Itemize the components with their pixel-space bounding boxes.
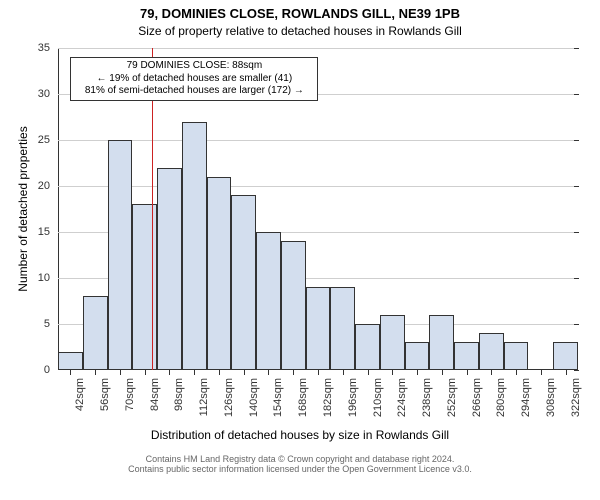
x-tick-label: 168sqm bbox=[297, 378, 309, 417]
plot-area: 0510152025303542sqm56sqm70sqm84sqm98sqm1… bbox=[58, 48, 578, 370]
x-tick-mark bbox=[392, 370, 393, 375]
histogram-bar bbox=[132, 204, 157, 370]
y-tick-mark bbox=[574, 140, 579, 141]
x-tick-label: 126sqm bbox=[223, 378, 235, 417]
x-tick-label: 238sqm bbox=[421, 378, 433, 417]
histogram-bar bbox=[182, 122, 207, 370]
x-tick-label: 154sqm bbox=[272, 378, 284, 417]
x-tick-mark bbox=[145, 370, 146, 375]
histogram-bar bbox=[553, 342, 578, 370]
histogram-bar bbox=[83, 296, 108, 370]
gridline-h bbox=[58, 48, 578, 49]
x-tick-label: 196sqm bbox=[347, 378, 359, 417]
x-tick-label: 308sqm bbox=[545, 378, 557, 417]
histogram-bar bbox=[281, 241, 306, 370]
y-tick-label: 25 bbox=[38, 134, 58, 146]
x-tick-label: 98sqm bbox=[173, 378, 185, 411]
histogram-bar bbox=[256, 232, 281, 370]
y-tick-label: 10 bbox=[38, 272, 58, 284]
x-tick-label: 84sqm bbox=[149, 378, 161, 411]
y-tick-mark bbox=[574, 186, 579, 187]
x-tick-label: 210sqm bbox=[372, 378, 384, 417]
gridline-h bbox=[58, 140, 578, 141]
y-tick-mark bbox=[574, 324, 579, 325]
histogram-bar bbox=[479, 333, 504, 370]
histogram-bar bbox=[157, 168, 182, 370]
y-axis-label: Number of detached properties bbox=[16, 48, 30, 370]
x-tick-mark bbox=[194, 370, 195, 375]
x-tick-mark bbox=[293, 370, 294, 375]
x-tick-label: 280sqm bbox=[495, 378, 507, 417]
y-tick-mark bbox=[574, 232, 579, 233]
histogram-bar bbox=[454, 342, 479, 370]
histogram-bar bbox=[429, 315, 454, 370]
x-tick-label: 224sqm bbox=[396, 378, 408, 417]
x-tick-label: 140sqm bbox=[248, 378, 260, 417]
y-tick-label: 30 bbox=[38, 88, 58, 100]
histogram-bar bbox=[355, 324, 380, 370]
x-tick-mark bbox=[318, 370, 319, 375]
x-tick-label: 42sqm bbox=[74, 378, 86, 411]
y-tick-mark bbox=[574, 48, 579, 49]
annotation-line-2: ← 19% of detached houses are smaller (41… bbox=[75, 73, 313, 86]
x-tick-mark bbox=[368, 370, 369, 375]
y-tick-label: 5 bbox=[44, 318, 58, 330]
x-tick-mark bbox=[442, 370, 443, 375]
x-tick-mark bbox=[343, 370, 344, 375]
annotation-line-1: 79 DOMINIES CLOSE: 88sqm bbox=[75, 60, 313, 73]
footer-line-1: Contains HM Land Registry data © Crown c… bbox=[0, 454, 600, 464]
x-tick-mark bbox=[516, 370, 517, 375]
x-tick-mark bbox=[169, 370, 170, 375]
x-tick-label: 266sqm bbox=[471, 378, 483, 417]
x-tick-label: 294sqm bbox=[520, 378, 532, 417]
x-tick-label: 56sqm bbox=[99, 378, 111, 411]
x-tick-label: 322sqm bbox=[570, 378, 582, 417]
y-tick-mark bbox=[574, 94, 579, 95]
x-tick-mark bbox=[70, 370, 71, 375]
x-tick-mark bbox=[541, 370, 542, 375]
y-tick-mark bbox=[574, 370, 579, 371]
histogram-bar bbox=[58, 352, 83, 370]
y-tick-mark bbox=[574, 278, 579, 279]
chart-title-desc: Size of property relative to detached ho… bbox=[0, 24, 600, 38]
x-tick-mark bbox=[120, 370, 121, 375]
x-tick-label: 70sqm bbox=[124, 378, 136, 411]
histogram-bar bbox=[504, 342, 529, 370]
histogram-bar bbox=[231, 195, 256, 370]
x-tick-mark bbox=[491, 370, 492, 375]
histogram-bar bbox=[108, 140, 133, 370]
y-tick-label: 35 bbox=[38, 42, 58, 54]
x-tick-mark bbox=[219, 370, 220, 375]
chart-title-address: 79, DOMINIES CLOSE, ROWLANDS GILL, NE39 … bbox=[0, 6, 600, 21]
annotation-line-3: 81% of semi-detached houses are larger (… bbox=[75, 85, 313, 98]
x-tick-label: 112sqm bbox=[198, 378, 210, 416]
histogram-bar bbox=[330, 287, 355, 370]
x-tick-mark bbox=[268, 370, 269, 375]
y-tick-label: 15 bbox=[38, 226, 58, 238]
x-tick-mark bbox=[566, 370, 567, 375]
y-tick-label: 20 bbox=[38, 180, 58, 192]
y-tick-label: 0 bbox=[44, 364, 58, 376]
histogram-bar bbox=[405, 342, 430, 370]
x-tick-mark bbox=[467, 370, 468, 375]
gridline-h bbox=[58, 186, 578, 187]
histogram-bar bbox=[207, 177, 232, 370]
x-tick-mark bbox=[244, 370, 245, 375]
footer-attribution: Contains HM Land Registry data © Crown c… bbox=[0, 454, 600, 474]
annotation-box: 79 DOMINIES CLOSE: 88sqm← 19% of detache… bbox=[70, 57, 318, 101]
histogram-bar bbox=[380, 315, 405, 370]
x-tick-label: 182sqm bbox=[322, 378, 334, 417]
histogram-bar bbox=[306, 287, 331, 370]
x-tick-mark bbox=[417, 370, 418, 375]
x-tick-mark bbox=[95, 370, 96, 375]
x-tick-label: 252sqm bbox=[446, 378, 458, 417]
y-axis-line bbox=[58, 48, 59, 370]
footer-line-2: Contains public sector information licen… bbox=[0, 464, 600, 474]
x-axis-label: Distribution of detached houses by size … bbox=[0, 428, 600, 442]
